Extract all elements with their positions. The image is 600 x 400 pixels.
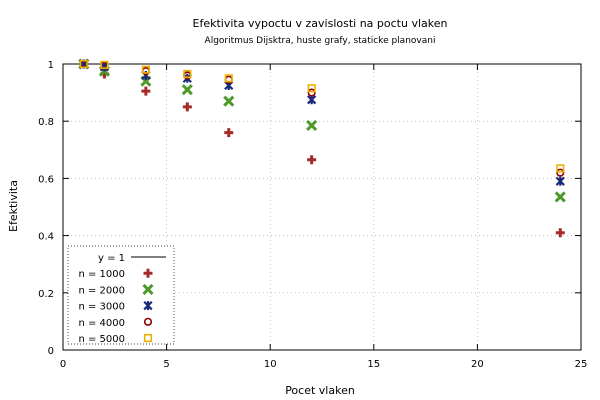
data-points: [78, 58, 566, 238]
x-tick-label: 5: [163, 359, 169, 370]
data-point: [556, 164, 565, 173]
data-point: [555, 176, 565, 186]
y-tick-label: 0.4: [38, 232, 54, 243]
y-tick-label: 0.2: [38, 289, 54, 300]
data-point: [554, 191, 566, 203]
y-tick-label: 0: [48, 346, 54, 357]
ticks: 0 5 10 15 20 25 0 0.2 0.4 0.6 0.8 1: [38, 60, 587, 370]
legend-marker: [143, 268, 153, 278]
data-point: [141, 65, 150, 74]
x-tick-label: 20: [471, 359, 484, 370]
legend-marker: [142, 283, 154, 295]
x-axis-label: Pocet vlaken: [285, 384, 355, 397]
data-point: [100, 60, 109, 69]
data-point: [182, 102, 192, 112]
legend-box: [67, 245, 175, 345]
y-tick-label: 0.8: [38, 117, 54, 128]
data-point: [181, 84, 193, 96]
legend-label: n = 3000: [78, 302, 125, 313]
data-point: [307, 95, 317, 105]
y-tick-label: 0.6: [38, 174, 54, 185]
legend-label: n = 4000: [78, 318, 125, 329]
legend: y = 1 n = 1000 n = 2000 n = 3000 n = 4000 n =…: [67, 245, 175, 345]
chart-title: Efektivita vypoctu v zavislosti na poctu…: [193, 17, 448, 30]
data-point: [556, 168, 565, 177]
legend-marker: [143, 300, 153, 311]
plot-frame: [62, 63, 582, 351]
data-point: [307, 155, 317, 165]
data-point: [183, 69, 192, 79]
series-2: [79, 59, 565, 186]
data-point: [306, 119, 318, 132]
data-point: [79, 59, 88, 69]
legend-label: y = 1: [98, 253, 125, 264]
series-0: [79, 59, 565, 238]
chart-subtitle: Algoritmus Dijsktra, huste grafy, static…: [205, 36, 436, 46]
data-point: [224, 74, 233, 83]
data-point: [141, 86, 151, 96]
data-point: [223, 95, 235, 107]
legend-label: n = 5000: [78, 334, 125, 345]
legend-label: n = 1000: [78, 269, 125, 280]
data-point: [307, 88, 316, 97]
data-point: [307, 84, 316, 93]
legend-label: n = 2000: [78, 285, 125, 296]
y-axis-label: Efektivita: [7, 180, 20, 232]
legend-marker: [143, 317, 153, 326]
x-tick-label: 10: [264, 359, 277, 370]
x-tick-label: 25: [575, 359, 588, 370]
x-tick-label: 0: [60, 359, 66, 370]
series-4: [79, 59, 565, 173]
y-tick-label: 1: [48, 60, 54, 71]
series-1: [78, 58, 566, 203]
data-point: [224, 128, 234, 138]
series-3: [79, 59, 565, 177]
x-tick-label: 15: [367, 359, 380, 370]
data-point: [555, 228, 565, 238]
legend-marker: [143, 333, 153, 343]
